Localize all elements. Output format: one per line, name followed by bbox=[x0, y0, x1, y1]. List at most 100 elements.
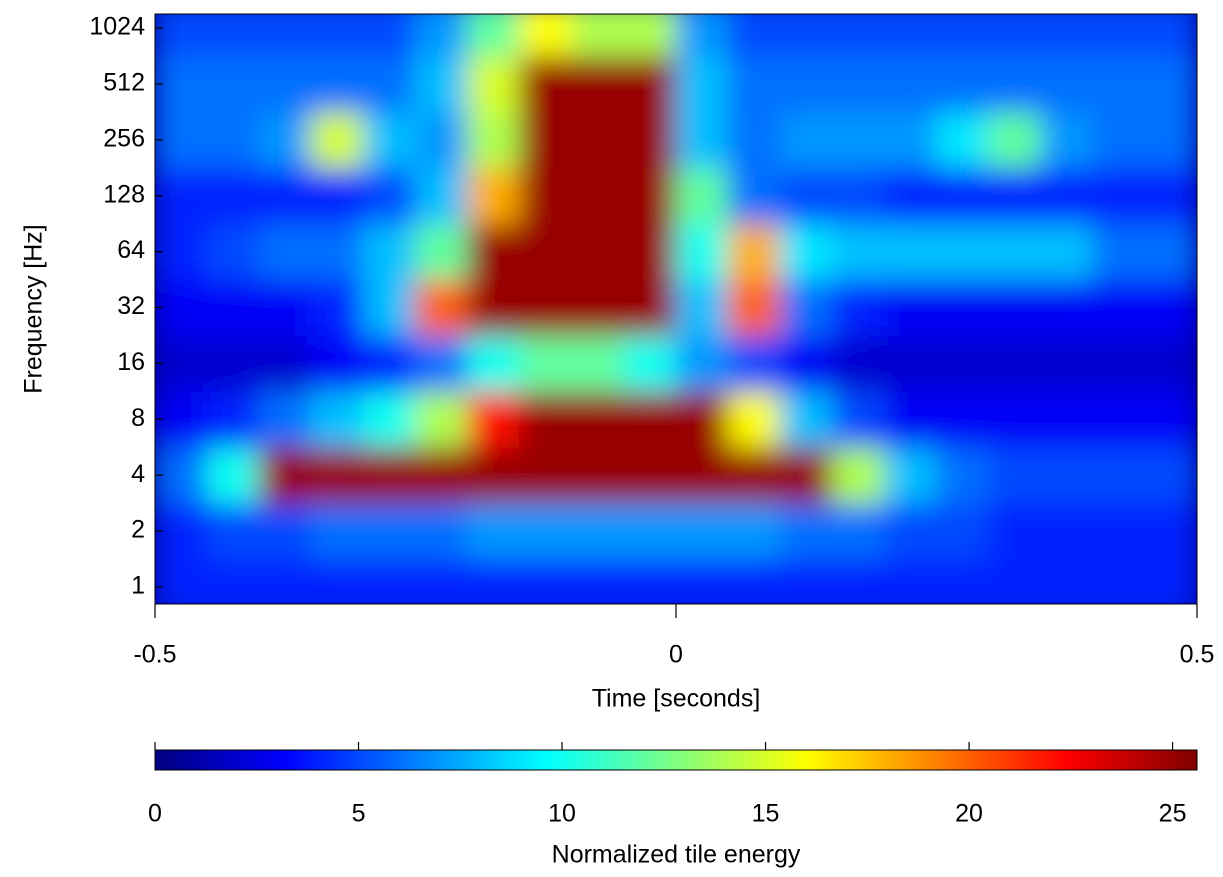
heatmap-cell bbox=[623, 223, 677, 281]
heatmap-cell bbox=[310, 502, 364, 560]
heatmap-cell bbox=[1040, 502, 1094, 560]
heatmap-cell bbox=[1092, 390, 1146, 448]
heatmap-cell bbox=[206, 334, 260, 392]
heatmap-cell bbox=[310, 167, 364, 225]
heatmap-cell bbox=[831, 558, 885, 604]
heatmap-cell bbox=[155, 390, 208, 448]
heatmap-cell bbox=[1092, 55, 1146, 113]
heatmap-cell bbox=[415, 14, 469, 57]
colorbar-tick-label: 15 bbox=[752, 800, 780, 828]
heatmap-cell bbox=[1144, 14, 1197, 57]
heatmap-cell bbox=[362, 167, 416, 225]
heatmap-cell bbox=[623, 14, 677, 57]
heatmap-cell bbox=[415, 334, 469, 392]
heatmap-cell bbox=[1040, 167, 1094, 225]
colorbar-tick-label: 10 bbox=[548, 800, 576, 828]
heatmap-cell bbox=[155, 446, 208, 504]
heatmap-cell bbox=[831, 334, 885, 392]
heatmap-cell bbox=[258, 55, 312, 113]
heatmap-cell bbox=[727, 55, 781, 113]
heatmap-cell bbox=[519, 55, 573, 113]
y-tick-label: 1 bbox=[131, 572, 145, 600]
heatmap-cell bbox=[519, 111, 573, 169]
heatmap-cell bbox=[467, 446, 521, 504]
heatmap-cell bbox=[1092, 279, 1146, 336]
heatmap-cell bbox=[988, 558, 1042, 604]
heatmap-cell bbox=[415, 279, 469, 336]
heatmap-cell bbox=[779, 558, 833, 604]
heatmap-cell bbox=[258, 111, 312, 169]
heatmap-cell bbox=[1144, 55, 1197, 113]
x-axis-title: Time [seconds] bbox=[592, 685, 761, 713]
heatmap-cell bbox=[258, 558, 312, 604]
heatmap-cell bbox=[467, 55, 521, 113]
heatmap-cell bbox=[883, 223, 937, 281]
heatmap-cell bbox=[779, 167, 833, 225]
heatmap-cell bbox=[571, 167, 625, 225]
heatmap-cell bbox=[1144, 390, 1197, 448]
heatmap-cell bbox=[362, 502, 416, 560]
heatmap-cell bbox=[779, 502, 833, 560]
heatmap-cell bbox=[206, 390, 260, 448]
heatmap-cell bbox=[988, 502, 1042, 560]
heatmap-cell bbox=[258, 502, 312, 560]
heatmap-cell bbox=[206, 14, 260, 57]
heatmap-cell bbox=[258, 279, 312, 336]
heatmap-cell bbox=[310, 390, 364, 448]
y-tick-label: 32 bbox=[117, 292, 145, 320]
heatmap-cell bbox=[206, 111, 260, 169]
heatmap-cell bbox=[623, 390, 677, 448]
heatmap-cell bbox=[155, 502, 208, 560]
heatmap-cell bbox=[675, 446, 729, 504]
heatmap-cell bbox=[883, 390, 937, 448]
heatmap-cell bbox=[571, 334, 625, 392]
heatmap-cell bbox=[519, 502, 573, 560]
heatmap-cell bbox=[571, 279, 625, 336]
heatmap-cell bbox=[1144, 446, 1197, 504]
heatmap-cell bbox=[415, 111, 469, 169]
heatmap-cell bbox=[936, 390, 990, 448]
heatmap-cell bbox=[779, 111, 833, 169]
heatmap-cell bbox=[831, 390, 885, 448]
heatmap-cell bbox=[310, 111, 364, 169]
colorbar-title: Normalized tile energy bbox=[552, 841, 801, 869]
heatmap-cell bbox=[727, 279, 781, 336]
heatmap-cell bbox=[571, 14, 625, 57]
heatmap-cell bbox=[988, 223, 1042, 281]
heatmap-cell bbox=[831, 279, 885, 336]
heatmap-cell bbox=[675, 334, 729, 392]
heatmap-cell bbox=[258, 390, 312, 448]
heatmap-cell bbox=[883, 55, 937, 113]
heatmap-cell bbox=[883, 167, 937, 225]
heatmap-cell bbox=[415, 167, 469, 225]
heatmap-cell bbox=[727, 14, 781, 57]
heatmap-cell bbox=[258, 223, 312, 281]
heatmap-cell bbox=[362, 14, 416, 57]
heatmap-cell bbox=[988, 334, 1042, 392]
heatmap-cell bbox=[988, 446, 1042, 504]
heatmap-cell bbox=[936, 502, 990, 560]
heatmap-cell bbox=[883, 14, 937, 57]
heatmap-cell bbox=[1040, 446, 1094, 504]
colorbar-tick-label: 5 bbox=[352, 800, 366, 828]
heatmap-cell bbox=[1144, 111, 1197, 169]
x-tick-label: 0 bbox=[669, 641, 683, 669]
heatmap-cell bbox=[519, 223, 573, 281]
heatmap-cell bbox=[988, 167, 1042, 225]
heatmap-cell bbox=[362, 279, 416, 336]
heatmap-cell bbox=[310, 14, 364, 57]
heatmap-cell bbox=[1092, 167, 1146, 225]
heatmap-cell bbox=[415, 390, 469, 448]
heatmap-cell bbox=[1040, 390, 1094, 448]
y-tick-label: 16 bbox=[117, 348, 145, 376]
heatmap-cell bbox=[467, 502, 521, 560]
heatmap-cell bbox=[779, 14, 833, 57]
heatmap-cell bbox=[675, 55, 729, 113]
heatmap-cell bbox=[362, 446, 416, 504]
plot-area bbox=[155, 14, 1197, 604]
heatmap bbox=[155, 14, 1197, 604]
heatmap-cell bbox=[675, 390, 729, 448]
heatmap-cell bbox=[1092, 334, 1146, 392]
heatmap-cell bbox=[831, 223, 885, 281]
